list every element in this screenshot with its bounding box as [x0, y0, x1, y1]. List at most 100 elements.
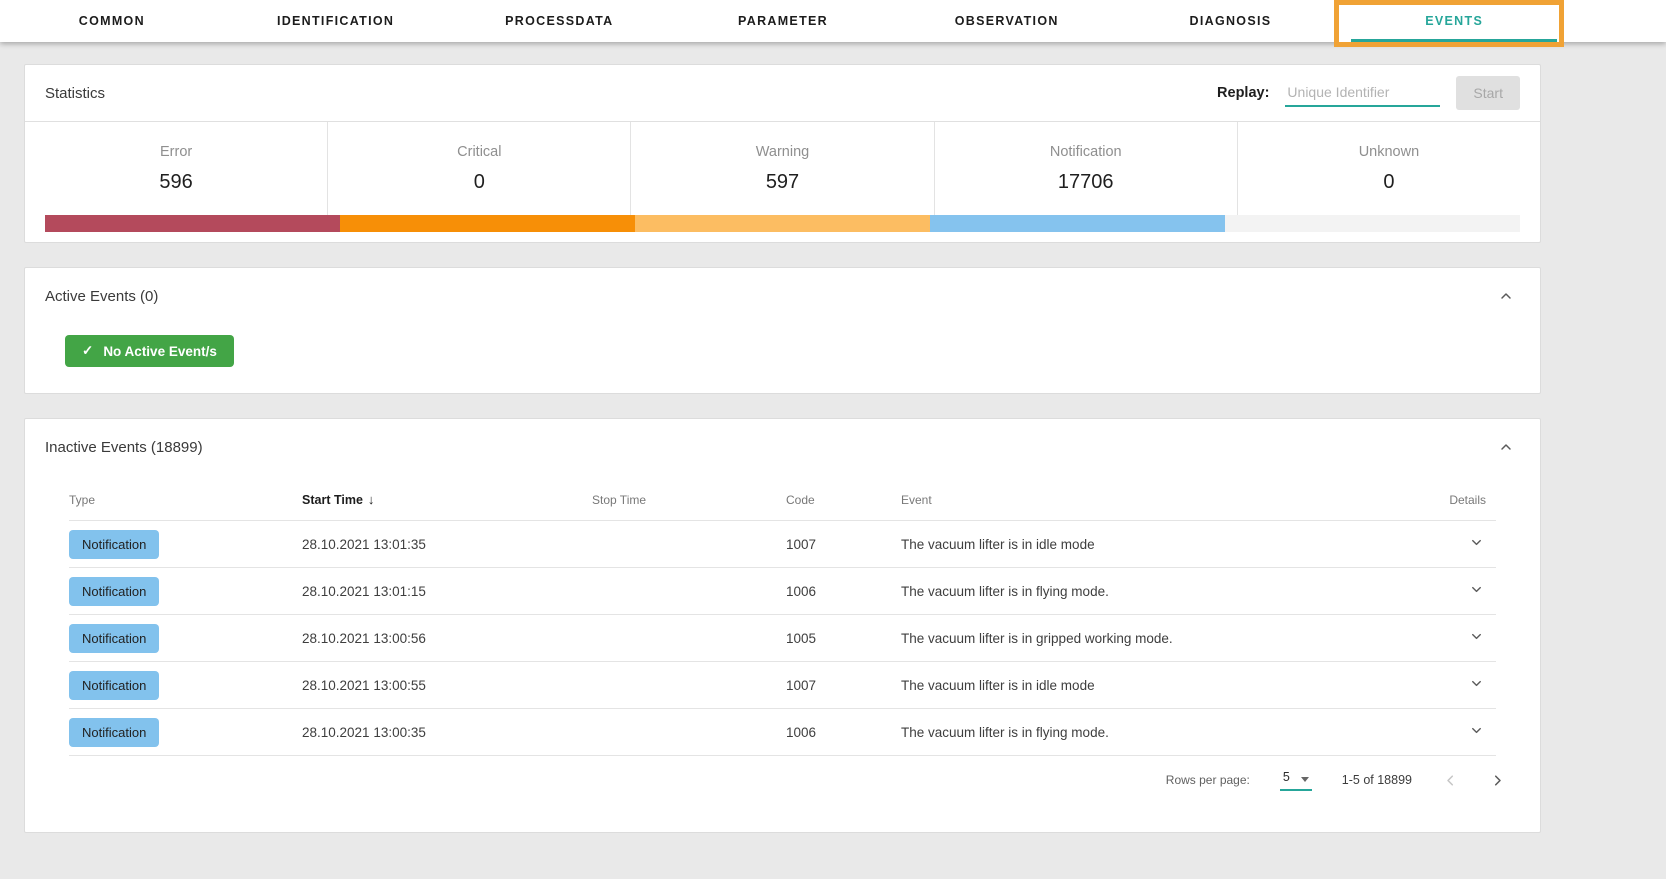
- stat-value: 0: [473, 170, 485, 193]
- row-details-expand-button[interactable]: [1467, 580, 1486, 602]
- statistics-card: Statistics Replay: Start Error 596 Criti…: [24, 64, 1541, 243]
- event-type-badge: Notification: [69, 670, 160, 700]
- column-header-stop-time[interactable]: Stop Time: [592, 492, 647, 507]
- event-type-badge: Notification: [69, 623, 160, 653]
- chevron-down-icon: [1472, 539, 1481, 546]
- event-text: The vacuum lifter is in idle mode: [901, 677, 1095, 693]
- inactive-events-header: Inactive Events (18899): [25, 419, 1540, 475]
- row-details-expand-button[interactable]: [1467, 674, 1486, 696]
- table-header-row: Type Start Time ↓ Stop Time Code Event De…: [69, 479, 1496, 521]
- row-details-expand-button[interactable]: [1467, 721, 1486, 743]
- stat-bar-segment-unknown: [1225, 215, 1520, 232]
- inactive-events-card: Inactive Events (18899) Type Start Time ↓…: [24, 418, 1541, 833]
- replay-start-button[interactable]: Start: [1456, 76, 1520, 110]
- row-details-expand-button[interactable]: [1467, 533, 1486, 555]
- stat-label: Warning: [755, 143, 810, 160]
- event-text: The vacuum lifter is in flying mode.: [901, 583, 1109, 599]
- inactive-events-collapse-button[interactable]: [1492, 433, 1520, 461]
- chevron-down-icon: [1472, 586, 1481, 593]
- table-row: Notification 28.10.2021 13:00:55 1007 Th…: [69, 662, 1496, 709]
- event-code: 1006: [786, 724, 817, 740]
- tab-common[interactable]: COMMON: [0, 0, 224, 42]
- stat-value: 596: [159, 170, 193, 193]
- tab-parameter[interactable]: PARAMETER: [671, 0, 895, 42]
- tab-bar: COMMON IDENTIFICATION PROCESSDATA PARAMETER…: [0, 0, 1666, 42]
- tab-label: PROCESSDATA: [505, 14, 614, 28]
- event-start-time: 28.10.2021 13:00:55: [302, 677, 426, 693]
- event-type-badge: Notification: [69, 529, 160, 559]
- statistics-columns: Error 596 Critical 0 Warning 597 Notific…: [25, 122, 1540, 215]
- inactive-events-title: Inactive Events (18899): [45, 438, 203, 456]
- tab-label: PARAMETER: [738, 14, 828, 28]
- statistics-bar: [45, 215, 1520, 232]
- event-type-badge: Notification: [69, 717, 160, 747]
- sort-descending-icon: ↓: [367, 492, 375, 507]
- tab-label: IDENTIFICATION: [276, 14, 395, 28]
- chevron-up-icon: [1501, 293, 1511, 299]
- event-code: 1007: [786, 536, 817, 552]
- rows-per-page-value: 5: [1282, 769, 1290, 784]
- stat-column-warning: Warning 597: [630, 122, 933, 215]
- event-text: The vacuum lifter is in gripped working …: [901, 630, 1173, 646]
- table-row: Notification 28.10.2021 13:00:35 1006 Th…: [69, 709, 1496, 756]
- inactive-events-table: Type Start Time ↓ Stop Time Code Event De…: [69, 479, 1496, 756]
- event-start-time: 28.10.2021 13:01:15: [302, 583, 426, 599]
- select-caret-icon: [1300, 776, 1309, 782]
- tab-processdata[interactable]: PROCESSDATA: [447, 0, 671, 42]
- paginator: Rows per page: 5 1-5 of 18899: [25, 756, 1540, 804]
- chevron-down-icon: [1472, 680, 1481, 687]
- table-row: Notification 28.10.2021 13:01:15 1006 Th…: [69, 568, 1496, 615]
- tab-diagnosis[interactable]: DIAGNOSIS: [1119, 0, 1343, 42]
- stat-value: 17706: [1057, 170, 1114, 193]
- chevron-down-icon: [1472, 633, 1481, 640]
- event-start-time: 28.10.2021 13:00:56: [302, 630, 426, 646]
- active-events-card: Active Events (0) ✓ No Active Event/s: [24, 267, 1541, 394]
- active-events-collapse-button[interactable]: [1492, 282, 1520, 310]
- event-text: The vacuum lifter is in idle mode: [901, 536, 1095, 552]
- active-events-title: Active Events (0): [45, 287, 159, 305]
- stat-column-notification: Notification 17706: [933, 122, 1237, 215]
- next-page-button[interactable]: [1489, 772, 1506, 789]
- tab-label: DIAGNOSIS: [1189, 14, 1272, 28]
- stat-column-unknown: Unknown 0: [1236, 122, 1540, 215]
- event-code: 1006: [786, 583, 817, 599]
- stat-label: Critical: [457, 143, 502, 160]
- column-header-type[interactable]: Type: [69, 492, 96, 507]
- column-header-start-time[interactable]: Start Time ↓: [302, 492, 375, 507]
- column-header-code[interactable]: Code: [786, 492, 815, 507]
- stat-value: 597: [765, 170, 800, 193]
- stat-label: Unknown: [1358, 143, 1420, 160]
- replay-identifier-input[interactable]: [1285, 79, 1441, 107]
- tab-bar-tabs: COMMON IDENTIFICATION PROCESSDATA PARAMETER…: [0, 0, 1566, 42]
- rows-per-page-select[interactable]: 5: [1279, 769, 1312, 791]
- table-row: Notification 28.10.2021 13:01:35 1007 Th…: [69, 521, 1496, 568]
- replay-label: Replay:: [1217, 85, 1270, 101]
- rows-per-page-label: Rows per page:: [1165, 773, 1250, 787]
- event-code: 1005: [786, 630, 817, 646]
- event-text: The vacuum lifter is in flying mode.: [901, 724, 1109, 740]
- previous-page-button[interactable]: [1442, 772, 1459, 789]
- chevron-left-icon: [1447, 774, 1454, 786]
- chevron-right-icon: [1494, 774, 1501, 786]
- event-type-badge: Notification: [69, 576, 160, 606]
- no-active-events-label: No Active Event/s: [103, 343, 217, 359]
- stat-value: 0: [1383, 170, 1395, 193]
- event-start-time: 28.10.2021 13:00:35: [302, 724, 426, 740]
- row-details-expand-button[interactable]: [1467, 627, 1486, 649]
- stat-bar-segment-critical: [340, 215, 635, 232]
- pagination-range-label: 1-5 of 18899: [1341, 773, 1412, 787]
- no-active-events-badge: ✓ No Active Event/s: [65, 335, 234, 367]
- tab-observation[interactable]: OBSERVATION: [895, 0, 1119, 42]
- tab-identification[interactable]: IDENTIFICATION: [224, 0, 448, 42]
- column-header-details: Details: [1449, 492, 1486, 507]
- statistics-header: Statistics Replay: Start: [25, 65, 1540, 122]
- active-events-header: Active Events (0): [25, 268, 1540, 324]
- tab-label: OBSERVATION: [954, 14, 1059, 28]
- replay-controls: Replay: Start: [1217, 76, 1520, 110]
- column-header-event[interactable]: Event: [901, 492, 932, 507]
- inactive-events-rows: Notification 28.10.2021 13:01:35 1007 Th…: [69, 521, 1496, 756]
- table-row: Notification 28.10.2021 13:00:56 1005 Th…: [69, 615, 1496, 662]
- stat-bar-segment-notification: [930, 215, 1225, 232]
- statistics-title: Statistics: [45, 84, 106, 102]
- tab-events[interactable]: EVENTS: [1342, 0, 1566, 42]
